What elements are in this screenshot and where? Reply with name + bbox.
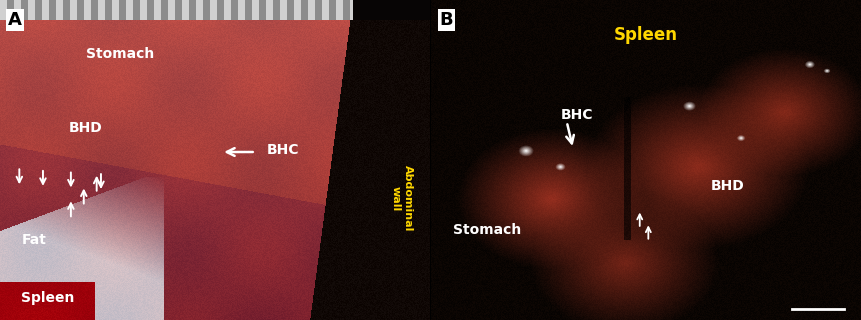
Text: BHC: BHC xyxy=(266,143,299,157)
Text: BHC: BHC xyxy=(561,108,592,122)
Text: BHD: BHD xyxy=(69,121,102,135)
Text: BHD: BHD xyxy=(710,179,745,193)
Text: B: B xyxy=(440,11,453,29)
Text: Abdominal
wall: Abdominal wall xyxy=(391,165,412,232)
Text: A: A xyxy=(8,11,22,29)
Text: Fat: Fat xyxy=(22,233,46,247)
Text: Stomach: Stomach xyxy=(86,47,154,61)
Text: Spleen: Spleen xyxy=(614,26,678,44)
Text: Spleen: Spleen xyxy=(22,291,75,305)
Text: Stomach: Stomach xyxy=(453,223,521,237)
